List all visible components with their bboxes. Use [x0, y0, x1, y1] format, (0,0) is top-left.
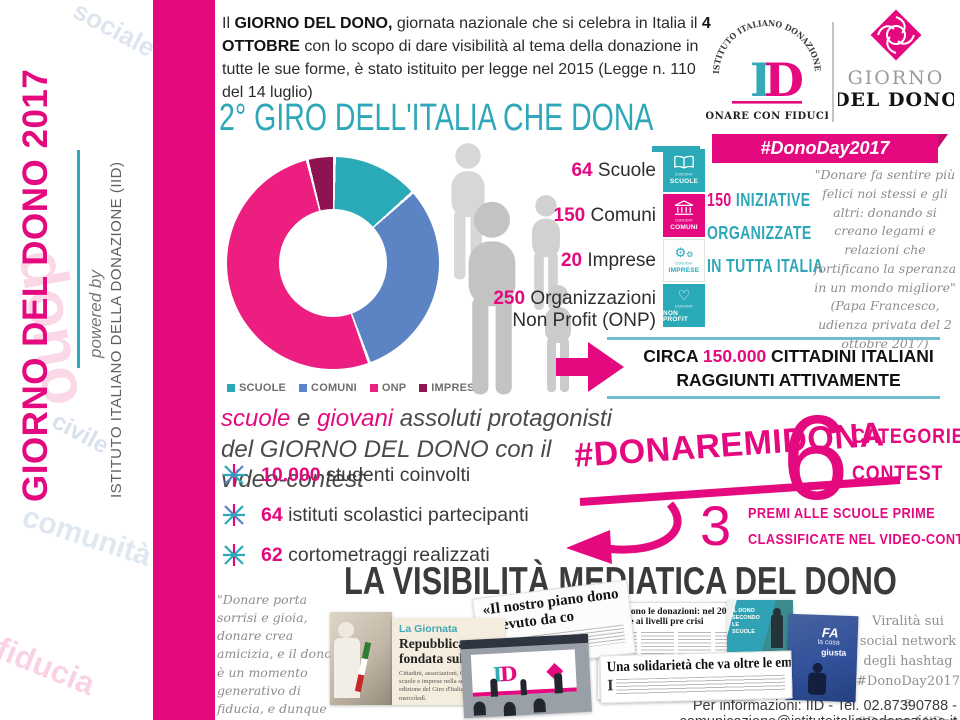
diamond-knot-icon [870, 9, 922, 61]
clipping-headline: Ripartono le donazioni: nel 2016 tornate… [604, 607, 736, 628]
iid-monogram-d: D [764, 53, 804, 107]
tile-imprese: ⚙⚙ DONODAY IMPRESE [663, 239, 705, 282]
watermark-word: civile [47, 407, 114, 460]
footer-contact: Per informazioni: IID - Tel. 02.87390788… [680, 698, 958, 720]
contest-intro: scuole e giovani assoluti protagonisti d… [221, 405, 612, 494]
tv-screen-text: IL DONO SECONDO LE SCUOLE [732, 608, 760, 635]
clipping-body: Cittadini, associazioni, Comuni, scuole … [399, 670, 491, 702]
photo-pope-mayor [330, 612, 392, 705]
stat-comuni: 150 Comuni [553, 205, 656, 226]
categorie-label: CATEGORIE [852, 425, 960, 448]
watermark-word: fiducia [0, 630, 101, 703]
svg-text:D: D [499, 661, 518, 686]
legend-swatch [369, 384, 378, 392]
asterisk-icon [223, 504, 245, 526]
quote-mattarella: "Donare porta sorrisi e gioia, donare cr… [217, 592, 332, 720]
iid-monogram-i: I [750, 53, 772, 107]
gdd-line1: GIORNO [848, 67, 945, 89]
stat-imprese: 20 Imprese [560, 250, 656, 271]
legend-swatch [299, 384, 308, 392]
svg-text:I: I [492, 662, 503, 686]
logo-separator [832, 22, 834, 122]
stat-onp: 250 Organizzazioni Non Profit (ONP) [493, 288, 656, 331]
sidebar-divider [77, 150, 80, 368]
bullet-istituti: 64 istituti scolastici partecipanti [221, 502, 529, 528]
clipping-solidarieta: Una solidarietà che va oltre le emergenz… [599, 650, 793, 704]
contest-label: CONTEST [852, 462, 944, 485]
watermark-word: comunità [18, 500, 156, 573]
tv-screenshot-scuole: IL DONO SECONDO LE SCUOLE [727, 600, 793, 657]
powered-by-label: powered by [86, 270, 105, 358]
tv-fa-line2: la cosa [817, 638, 840, 647]
stat-scuole: 64 Scuole [571, 160, 656, 181]
chart-legend: SCUOLE COMUNI ONP IMPRESE [227, 382, 482, 394]
intro-paragraph: Il GIORNO DEL DONO, giornata nazionale c… [222, 15, 711, 101]
logo-cluster: ISTITUTO ITALIANO DONAZIONE I D DONARE C… [696, 8, 956, 168]
divider-line [607, 396, 940, 399]
asterisk-icon [223, 464, 245, 486]
bank-icon [674, 199, 694, 215]
iniziative-block: 150 INIZIATIVE ORGANIZZATE IN TUTTA ITAL… [707, 190, 824, 276]
tv-screenshot-id-stage: I D [460, 633, 592, 719]
legend-item: COMUNI [299, 382, 357, 394]
id-screen-logo: I D [492, 661, 518, 686]
premi-label-2: CLASSIFICATE NEL VIDEO-CONTEST [748, 531, 960, 548]
watermark-word: sociale [68, 0, 161, 63]
giorno-del-dono-logo: GIORNO DEL DONO [838, 9, 954, 111]
sidebar-title: GIORNO DEL DONO 2017 [16, 68, 55, 502]
tile-nonprofit: ♡ DONODAY NON PROFIT [663, 284, 705, 327]
divider-line [607, 337, 940, 340]
iid-tagline: DONARE CON FIDUCIA [706, 111, 828, 122]
heart-icon: ♡ [677, 286, 691, 303]
sidebar-org-label: ISTITUTO ITALIANO DELLA DONAZIONE (IID) [108, 161, 125, 499]
donoday-banner: #DonoDay2017 [712, 134, 938, 163]
bullet-cortometraggi: 62 cortometraggi realizzati [221, 542, 490, 568]
clipping-headline: Una solidarietà che va oltre le emergenz… [606, 653, 793, 676]
iid-logo: ISTITUTO ITALIANO DONAZIONE I D DONARE C… [696, 18, 837, 122]
legend-swatch [419, 384, 428, 392]
quote-papa-francesco: "Donare fa sentire più felici noi stessi… [813, 167, 957, 351]
donut-chart [227, 157, 439, 369]
premi-number: 3 [700, 494, 732, 557]
right-arrow-icon [556, 342, 624, 392]
sidebar-pink-bar [153, 0, 215, 720]
section-title: 2° GIRO DELL'ITALIA CHE DONA [219, 97, 654, 139]
banner-fold [938, 134, 948, 148]
tv-fa-line3: giusta [821, 646, 847, 658]
bullet-studenti: 10.000 studenti coinvolti [221, 462, 470, 488]
book-icon [674, 156, 694, 170]
premi-label-1: PREMI ALLE SCUOLE PRIME [748, 505, 936, 522]
tile-comuni: DONODAY COMUNI [663, 194, 705, 237]
gears-icon: ⚙⚙ [674, 245, 694, 261]
tv-screenshot-fa: FA la cosa giusta [785, 613, 859, 703]
legend-item: IMPRESE [419, 382, 482, 394]
social-virality-note: Viralità sui social network degli hashta… [856, 614, 960, 720]
categorie-number: 6 [782, 391, 849, 525]
legend-swatch [227, 384, 235, 392]
clipping-kicker: La Giornata [399, 623, 458, 635]
gdd-line2: DEL DONO [838, 89, 954, 111]
asterisk-icon [223, 544, 245, 566]
legend-item: ONP [369, 382, 406, 394]
category-tiles: DONODAY SCUOLE DONODAY COMUNI ⚙⚙ DONODAY IM… [663, 149, 705, 329]
reach-statement: CIRCA 150.000 CITTADINI ITALIANI RAGGIUN… [643, 346, 934, 390]
hashtag-underline-arrow [566, 476, 901, 564]
legend-item: SCUOLE [227, 382, 286, 394]
tile-scuole: DONODAY SCUOLE [663, 149, 705, 192]
